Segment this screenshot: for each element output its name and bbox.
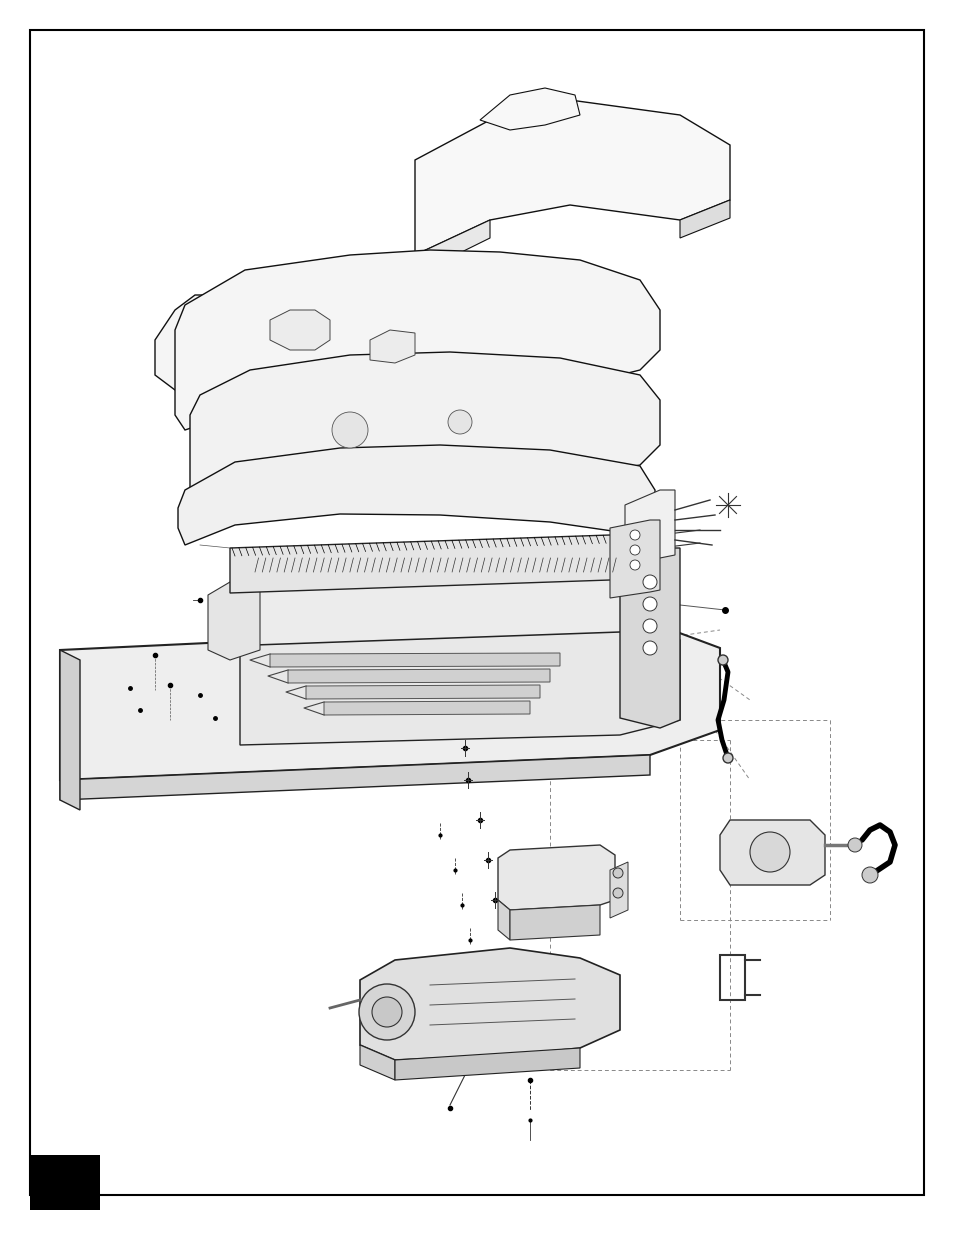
Polygon shape [479,88,579,130]
Polygon shape [240,625,679,745]
Polygon shape [270,653,559,667]
Circle shape [642,597,657,611]
Polygon shape [497,845,615,910]
Polygon shape [609,520,659,598]
Polygon shape [370,330,415,363]
Circle shape [642,576,657,589]
Polygon shape [174,249,659,430]
Polygon shape [609,862,627,918]
Circle shape [629,530,639,540]
Circle shape [613,888,622,898]
Polygon shape [60,650,80,810]
Polygon shape [359,948,619,1060]
Circle shape [448,410,472,433]
Polygon shape [230,535,624,593]
Circle shape [862,867,877,883]
Polygon shape [679,200,729,238]
Polygon shape [208,572,260,659]
Circle shape [642,641,657,655]
Polygon shape [324,701,530,715]
Circle shape [332,412,368,448]
Circle shape [629,545,639,555]
Polygon shape [234,558,639,645]
Circle shape [372,997,401,1028]
Polygon shape [395,1049,579,1079]
Circle shape [749,832,789,872]
Circle shape [847,839,862,852]
Polygon shape [306,685,539,699]
Polygon shape [720,820,824,885]
Circle shape [642,619,657,634]
Polygon shape [359,1045,395,1079]
Polygon shape [510,905,599,940]
Polygon shape [624,490,675,571]
Bar [30,1155,100,1210]
Polygon shape [178,445,655,545]
Circle shape [358,984,415,1040]
Circle shape [718,655,727,664]
Polygon shape [60,755,649,800]
Polygon shape [619,548,679,727]
Polygon shape [190,352,659,505]
Circle shape [629,559,639,571]
Circle shape [722,753,732,763]
Polygon shape [497,900,510,940]
Polygon shape [415,220,490,275]
Polygon shape [154,295,230,395]
Polygon shape [415,100,729,254]
Polygon shape [60,622,720,781]
Polygon shape [270,310,330,350]
Polygon shape [288,669,550,683]
Circle shape [613,868,622,878]
